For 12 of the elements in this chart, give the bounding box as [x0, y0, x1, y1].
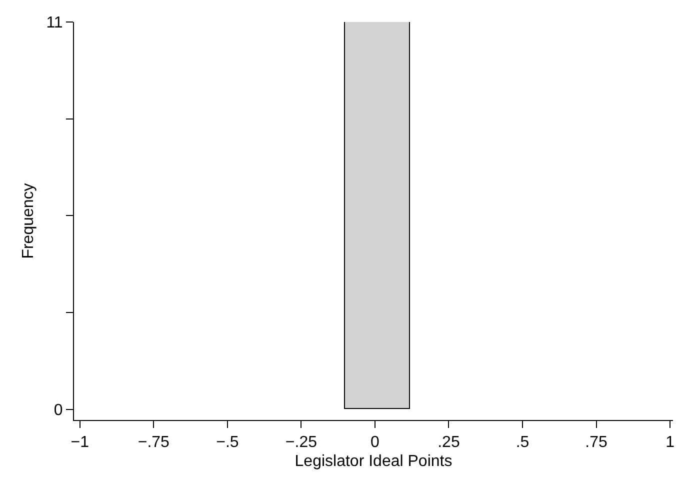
x-tick-label: 0 — [370, 434, 380, 452]
x-tick-label: −1 — [70, 434, 90, 452]
x-tick-label: .75 — [585, 434, 608, 452]
x-tick-label: −.5 — [216, 434, 239, 452]
x-tick-label: 1 — [666, 434, 675, 452]
x-tick-label: .5 — [516, 434, 530, 452]
x-tick-label: .25 — [438, 434, 460, 452]
x-tick-label: −.25 — [285, 434, 318, 452]
x-tick-label: −.75 — [138, 434, 170, 452]
x-axis-title: Legislator Ideal Points — [294, 452, 452, 470]
y-axis-title: Frequency — [20, 183, 38, 259]
y-tick-label: 11 — [46, 14, 63, 32]
